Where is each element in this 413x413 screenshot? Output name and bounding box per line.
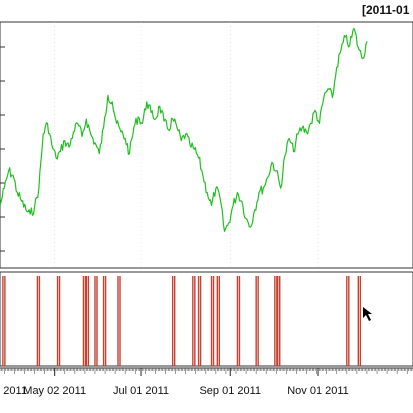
- x-tick-label: Sep 01 2011: [199, 385, 261, 397]
- date-range-label: [2011-01: [362, 3, 410, 17]
- signal-panel: [0, 271, 413, 367]
- x-tick-label: May 02 2011: [23, 385, 86, 397]
- x-tick-label: Jul 01 2011: [113, 385, 169, 397]
- x-tick-label: 01 2011: [0, 385, 27, 397]
- signal-panel-frame: [0, 271, 413, 367]
- price-series-line: [0, 27, 368, 232]
- mouse-cursor-icon: [363, 307, 372, 321]
- price-panel: [0, 21, 413, 269]
- x-tick-label: Nov 01 2011: [287, 385, 349, 397]
